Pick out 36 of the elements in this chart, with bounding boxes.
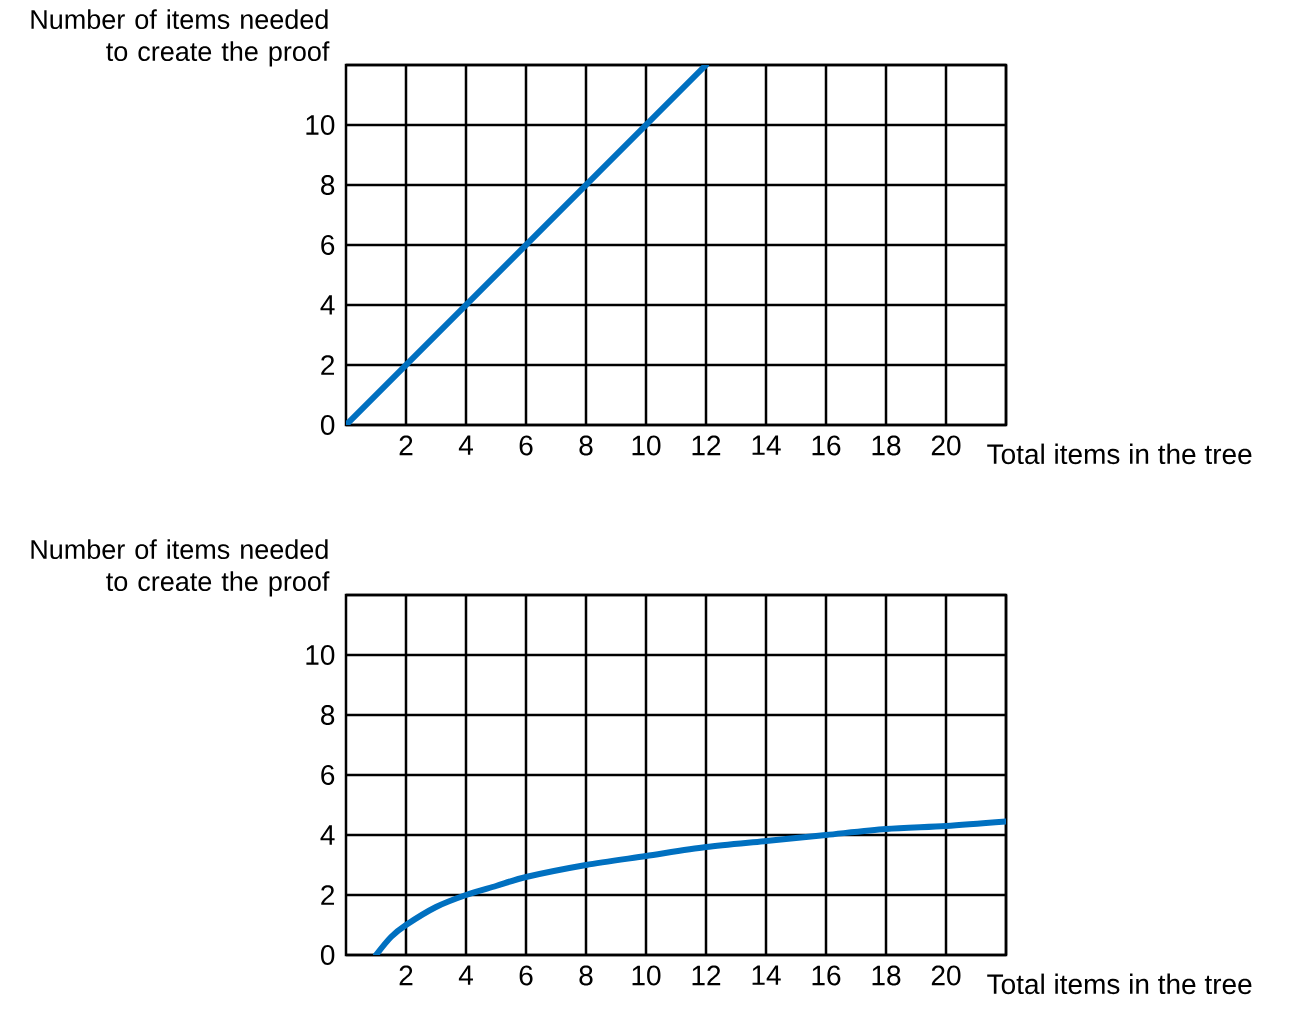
y-tick-label: 2 — [321, 355, 335, 375]
x-tick-label: 20 — [931, 965, 961, 986]
x-tick-label: 4 — [458, 965, 473, 985]
x-tick-label: 2 — [399, 965, 413, 986]
x-tick-label: 4 — [458, 435, 473, 455]
y-tick-label: 6 — [321, 235, 335, 255]
x-tick-label: 16 — [812, 965, 841, 986]
y-tick-label: 4 — [320, 295, 335, 315]
y-tick-label: 10 — [306, 645, 335, 665]
x-tick-label: 12 — [692, 435, 721, 456]
y-tick-label: 8 — [321, 175, 335, 195]
x-tick-label: 16 — [812, 435, 841, 456]
x-tick-label: 18 — [872, 965, 901, 986]
x-tick-label: 20 — [931, 435, 961, 456]
x-tick-label: 10 — [632, 435, 661, 456]
x-tick-label: 10 — [632, 965, 661, 986]
x-tick-label: 2 — [399, 435, 413, 456]
x-tick-label: 18 — [872, 435, 901, 456]
x-tick-label: 12 — [692, 965, 721, 986]
y-tick-label: 2 — [321, 885, 335, 905]
y-axis-title: Number of items needed to create the proof — [31, 9, 330, 67]
x-tick-label: 6 — [519, 435, 533, 456]
x-axis-title: Total items in the tree — [987, 973, 1252, 995]
y-tick-label: 4 — [320, 825, 335, 845]
y-tick-label: 8 — [321, 705, 335, 725]
y-tick-label: 0 — [320, 415, 335, 435]
x-tick-label: 6 — [519, 965, 533, 986]
y-axis-title: Number of items needed to create the proof — [31, 539, 330, 597]
x-tick-label: 8 — [579, 435, 593, 456]
y-tick-label: 0 — [320, 945, 335, 965]
x-tick-label: 14 — [752, 965, 781, 985]
y-tick-label: 6 — [321, 765, 335, 785]
x-tick-label: 14 — [752, 435, 781, 455]
y-tick-label: 10 — [306, 115, 335, 135]
x-tick-label: 8 — [579, 965, 593, 986]
x-axis-title: Total items in the tree — [987, 443, 1252, 465]
